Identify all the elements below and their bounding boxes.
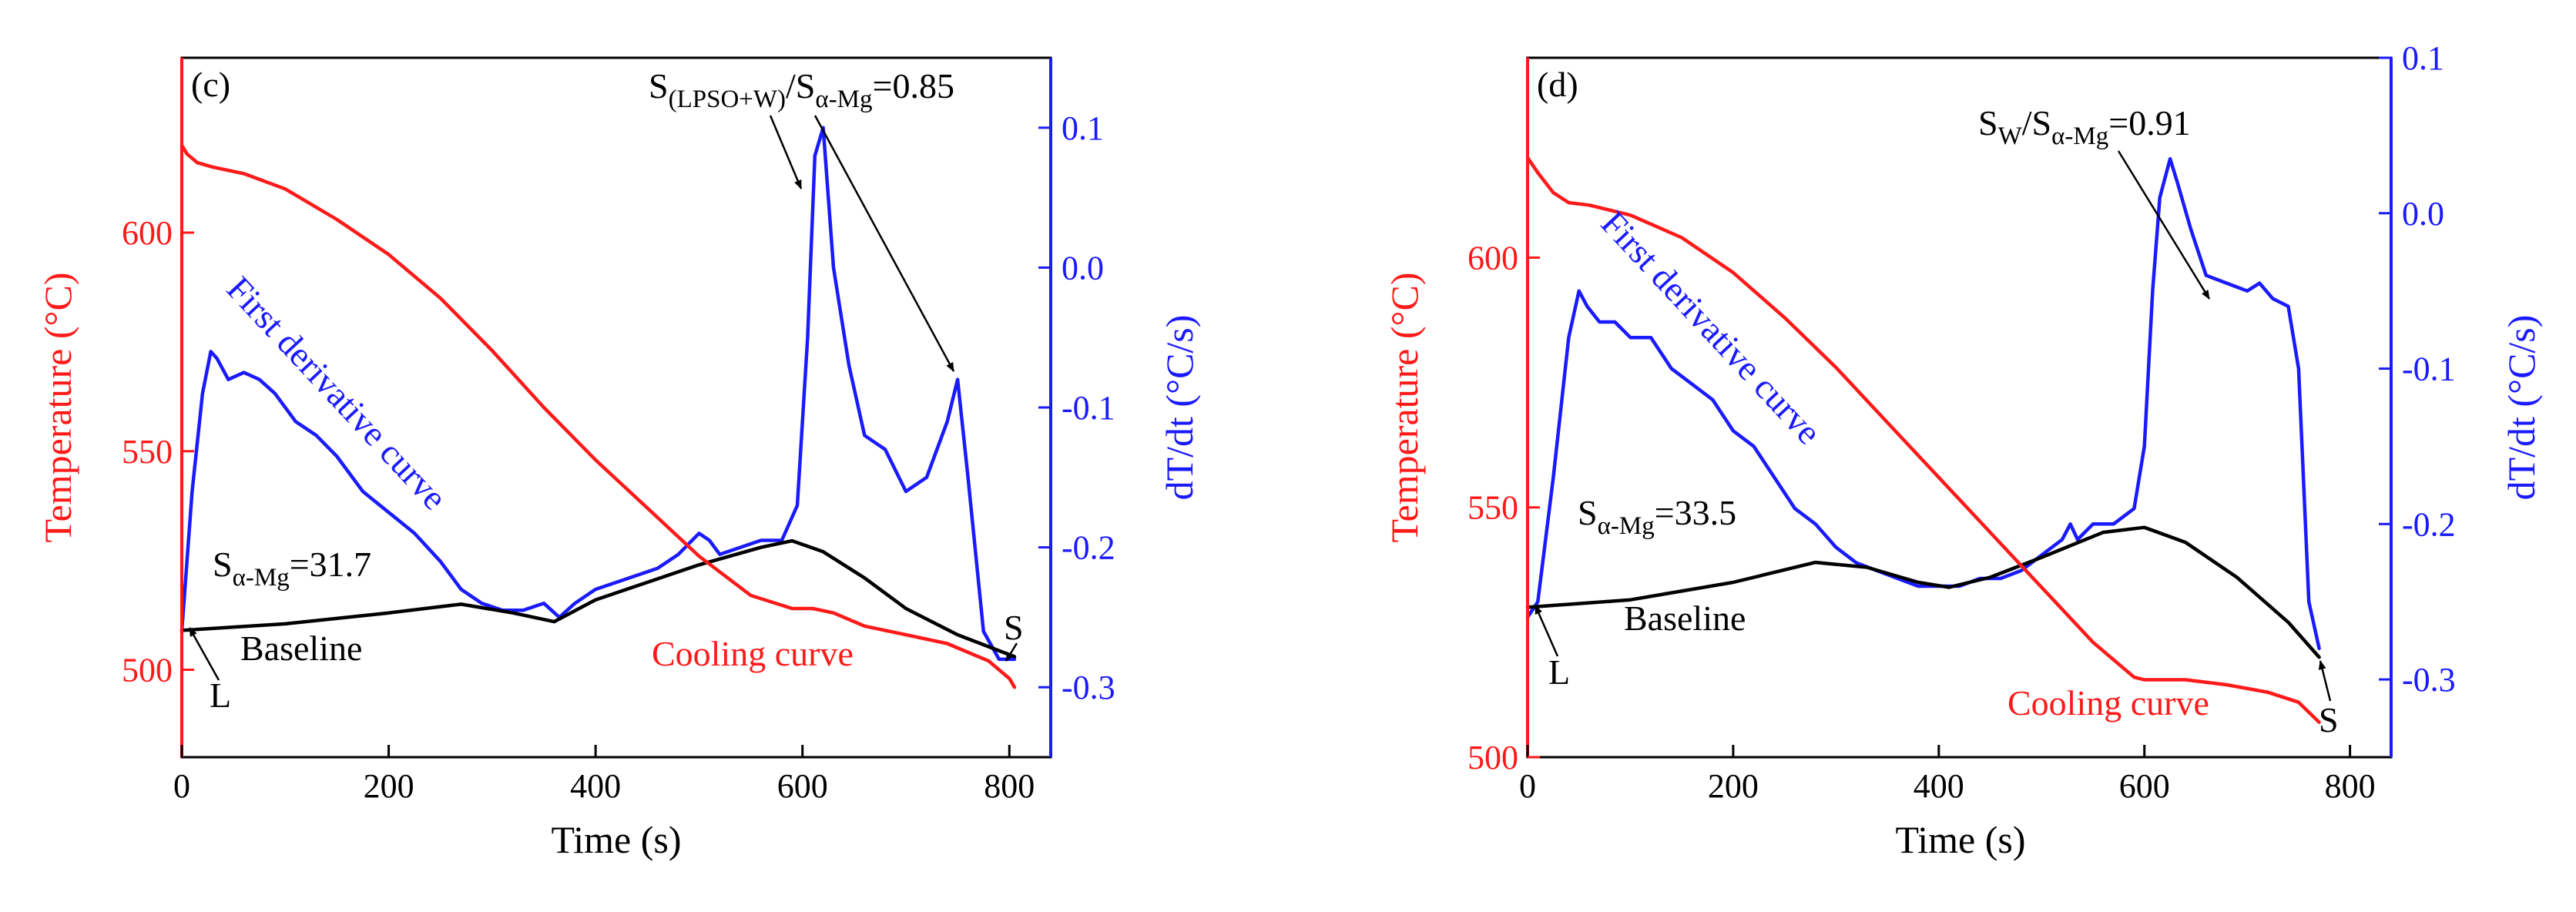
panel-d-x-tick-label: 800: [2325, 767, 2376, 805]
panel-d-y-right-tick-label: -0.3: [2402, 661, 2456, 699]
panel-d-xlabel: Time (s): [1895, 818, 2025, 861]
panel-c-ratio-arrow-2: [813, 115, 955, 372]
panel-c-x-tick-label: 600: [777, 767, 828, 805]
panel-c-y-left-tick-label: 600: [122, 214, 173, 252]
panel-c-label: (c): [191, 65, 230, 104]
panel-c-plot-group: 0 200 400 600 800 500 550 600 -0.3 -0.2 -0.1 0.0 0.1: [122, 56, 1115, 805]
panel-d-ticks: 0 200 400 600 800 500 550 600 -0.3 -0.2 -0.1 0.0 0.1: [1467, 39, 2456, 805]
panel-d-ratio-arrow: [2117, 150, 2211, 300]
panel-c-xlabel: Time (s): [551, 818, 681, 861]
panel-c-S-arrow: [1005, 642, 1018, 662]
panel-c-ratio-arrow-1: [769, 115, 803, 189]
panel-d-label: (d): [1537, 65, 1578, 104]
panel-c-series: [179, 126, 1017, 689]
panel-c-y-right-tick-label: -0.1: [1062, 389, 1115, 427]
panel-c-cooling-label: Cooling curve: [652, 634, 854, 673]
panel-c-x-tick-label: 400: [570, 767, 621, 805]
panel-d-S-arrow: [2318, 660, 2332, 702]
panel-d-y-right-tick-label: -0.1: [2402, 350, 2456, 388]
panel-d-x-tick-label: 0: [1519, 767, 1536, 805]
panel-d-x-tick-label: 200: [1708, 767, 1759, 805]
panel-d-y-left-tick-label: 550: [1467, 489, 1518, 527]
panel-d-y-left-tick-label: 600: [1467, 239, 1518, 277]
panel-d-ratio-label: SW/Sα-Mg=0.91: [1978, 103, 2191, 150]
panel-d-y-right-tick-label: 0.0: [2402, 195, 2444, 233]
panel-d-baseline-line: [1525, 525, 2321, 659]
panel-d: 0 200 400 600 800 500 550 600 -0.3 -0.2 -0.1 0.0 0.1…: [1383, 39, 2543, 861]
panel-c-y-right-tick-label: 0.1: [1062, 109, 1104, 147]
panel-c-x-tick-label: 0: [173, 767, 190, 805]
panel-c-y-right-tick-label: -0.3: [1062, 669, 1115, 706]
panel-d-cooling-curve-line: [1525, 156, 2321, 724]
panel-d-ylabel-left: Temperature (°C): [1383, 272, 1426, 542]
panel-c-derivative-label: First derivative curve: [220, 269, 455, 518]
panel-d-x-tick-label: 400: [1914, 767, 1964, 805]
panel-c-s-alpha-label: Sα-Mg=31.7: [213, 545, 371, 592]
panel-c-y-right-tick-label: 0.0: [1062, 249, 1104, 287]
panel-c-x-tick-label: 200: [364, 767, 414, 805]
panel-c-L-label: L: [210, 676, 231, 715]
panel-c-baseline-label: Baseline: [240, 629, 362, 668]
panel-c-baseline-line: [179, 538, 1017, 659]
panel-d-x-tick-label: 600: [2119, 767, 2170, 805]
panel-c: 0 200 400 600 800 500 550 600 -0.3 -0.2 -0.1 0.0 0.1…: [36, 56, 1201, 861]
panel-d-S-label: S: [2319, 700, 2339, 739]
panel-c-first-derivative-curve-line: [179, 126, 1017, 662]
panel-d-L-label: L: [1548, 652, 1570, 692]
panel-c-ylabel-right: dT/dt (°C/s): [1158, 315, 1201, 501]
panel-c-cooling-curve-line: [179, 143, 1017, 689]
panel-c-ticks: 0 200 400 600 800 500 550 600 -0.3 -0.2 -0.1 0.0 0.1: [122, 109, 1115, 805]
panel-d-series: [1525, 156, 2321, 724]
panel-c-S-label: S: [1004, 608, 1024, 647]
panel-d-cooling-label: Cooling curve: [2007, 683, 2209, 723]
panel-d-baseline-label: Baseline: [1624, 598, 1746, 638]
panel-d-ylabel-right: dT/dt (°C/s): [2500, 315, 2543, 501]
panel-d-y-right-tick-label: -0.2: [2402, 505, 2456, 543]
panel-d-frame: [1526, 56, 2393, 759]
panel-d-y-left-tick-label: 500: [1467, 739, 1518, 776]
panel-c-y-left-tick-label: 550: [122, 433, 173, 471]
panel-c-ratio-label: S(LPSO+W)/Sα-Mg=0.85: [649, 66, 954, 113]
panel-c-y-right-tick-label: -0.2: [1062, 529, 1115, 567]
panel-c-x-tick-label: 800: [984, 767, 1035, 805]
panel-d-s-alpha-label: Sα-Mg=33.5: [1578, 493, 1736, 540]
panel-c-y-left-tick-label: 500: [122, 652, 173, 689]
panel-d-L-arrow: [1534, 605, 1559, 657]
panel-c-L-arrow: [188, 627, 220, 681]
panel-c-ylabel-left: Temperature (°C): [36, 272, 79, 542]
panel-d-y-right-tick-label: 0.1: [2402, 39, 2444, 77]
panel-d-plot-group: 0 200 400 600 800 500 550 600 -0.3 -0.2 -0.1 0.0 0.1: [1467, 39, 2456, 805]
